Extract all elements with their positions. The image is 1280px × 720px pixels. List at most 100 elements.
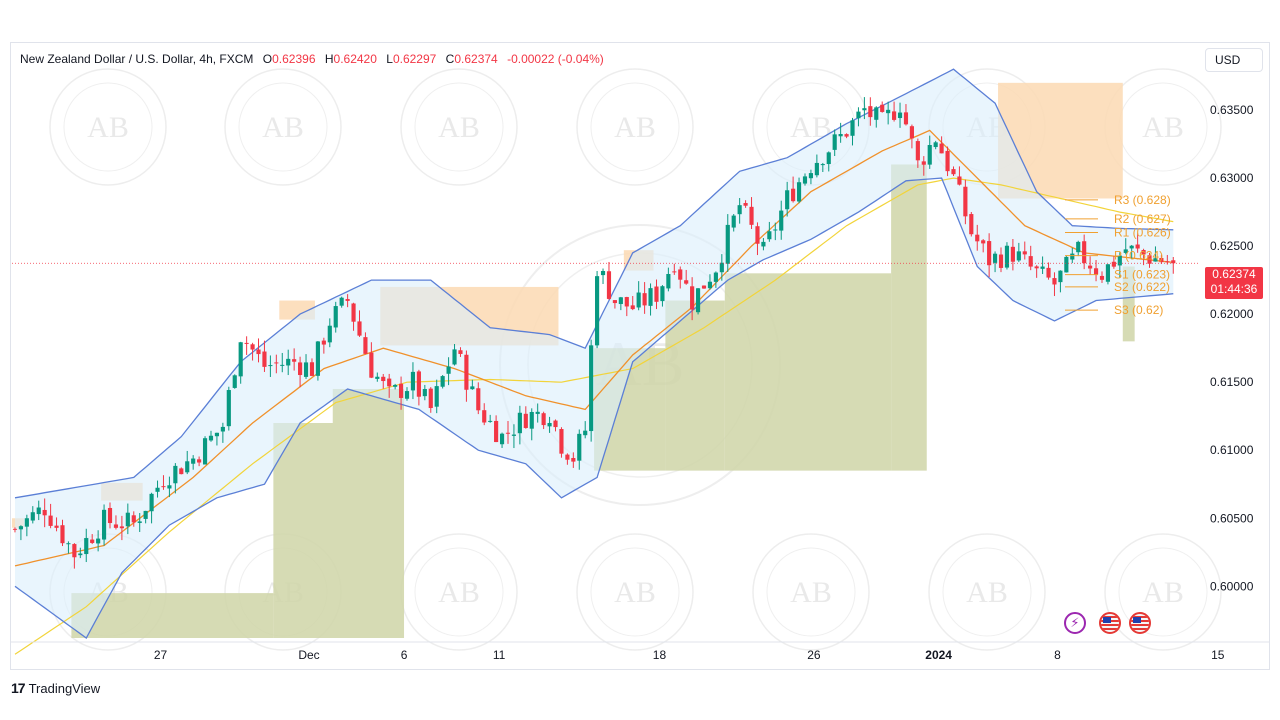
candle[interactable] [814,154,819,178]
candle[interactable] [369,342,374,379]
candle[interactable] [446,357,451,386]
candle[interactable] [381,373,386,389]
candle[interactable] [1141,248,1146,266]
candle[interactable] [1022,241,1027,260]
candle[interactable] [387,373,392,398]
candle[interactable] [749,197,754,230]
candle[interactable] [589,339,594,442]
candle[interactable] [30,506,35,524]
candle[interactable] [179,467,184,475]
candle[interactable] [577,429,582,470]
candle[interactable] [309,358,315,377]
candle[interactable] [1111,256,1116,269]
candle[interactable] [42,498,47,528]
candle[interactable] [197,456,202,467]
candle[interactable] [844,133,849,139]
candle[interactable] [303,354,309,379]
candle[interactable] [892,101,897,122]
candle[interactable] [458,347,463,357]
candle[interactable] [963,179,968,225]
candle[interactable] [256,338,261,363]
candle[interactable] [957,166,962,186]
candle[interactable] [933,140,938,150]
candle[interactable] [232,374,237,389]
candle[interactable] [903,104,909,126]
candle[interactable] [648,283,653,316]
candle[interactable] [547,416,552,433]
candle[interactable] [107,502,113,529]
candle[interactable] [761,238,766,251]
candle[interactable] [583,421,588,439]
candle[interactable] [363,332,368,355]
currency-button[interactable]: USD [1205,48,1263,72]
candle[interactable] [1040,256,1045,275]
candle[interactable] [743,200,748,208]
candle[interactable] [173,463,178,494]
candle[interactable] [915,138,920,168]
candle[interactable] [66,541,71,554]
candle[interactable] [143,510,148,524]
candle[interactable] [678,266,683,289]
candle[interactable] [1123,238,1128,255]
candle[interactable] [333,301,338,333]
candle[interactable] [707,274,713,290]
candle[interactable] [529,408,534,441]
candle[interactable] [226,386,231,431]
candle[interactable] [78,547,83,559]
candle[interactable] [945,146,950,177]
candle[interactable] [208,430,214,442]
candle[interactable] [571,452,576,468]
candle[interactable] [767,221,772,242]
candle[interactable] [517,405,522,445]
candle[interactable] [428,387,433,413]
candle[interactable] [1004,242,1010,270]
candle[interactable] [48,503,53,529]
candle[interactable] [666,267,671,292]
candle[interactable] [185,450,190,475]
candle[interactable] [606,261,612,300]
candle[interactable] [101,504,107,546]
candle[interactable] [1153,246,1158,262]
candle[interactable] [600,268,606,285]
candle[interactable] [636,281,641,311]
candle[interactable] [541,411,546,430]
candle[interactable] [654,279,659,310]
candle[interactable] [1159,254,1164,264]
candle[interactable] [998,247,1004,273]
us-flag-icon[interactable] [1129,612,1151,634]
candle[interactable] [773,222,778,241]
candle[interactable] [155,480,160,498]
candle[interactable] [695,288,701,315]
candle[interactable] [482,403,487,426]
symbol-legend[interactable]: New Zealand Dollar / U.S. Dollar, 4h, FX… [20,52,604,66]
candle[interactable] [452,343,457,366]
candle[interactable] [315,341,320,381]
candle[interactable] [54,517,59,532]
candle[interactable] [1034,265,1039,278]
candle[interactable] [808,169,814,185]
candle[interactable] [351,302,356,331]
candle[interactable] [642,282,647,314]
candle[interactable] [1171,256,1176,274]
candle[interactable] [660,285,665,307]
candle[interactable] [868,97,873,126]
candle[interactable] [832,129,837,157]
candle[interactable] [511,424,517,449]
candle[interactable] [488,414,493,423]
candle[interactable] [434,379,439,414]
candle[interactable] [856,107,861,127]
candle[interactable] [262,340,267,372]
candle[interactable] [731,213,736,232]
candle[interactable] [149,492,154,524]
candle[interactable] [404,387,410,401]
candle[interactable] [921,156,926,176]
candle[interactable] [880,101,885,113]
candle[interactable] [939,136,944,154]
candle[interactable] [422,384,427,401]
candle[interactable] [416,369,421,406]
candle[interactable] [1129,244,1134,260]
candle[interactable] [131,511,136,527]
candle[interactable] [1135,233,1140,253]
candle[interactable] [238,341,243,384]
